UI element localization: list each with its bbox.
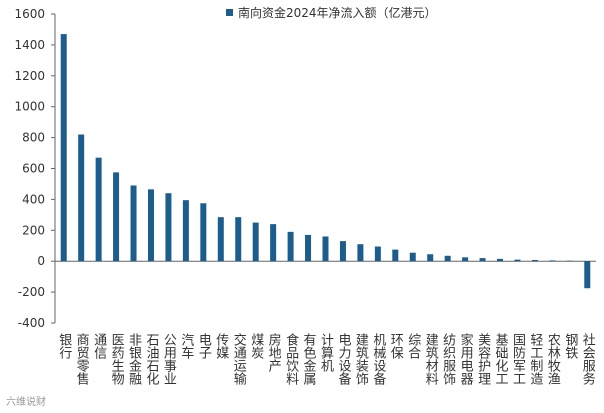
bar: [165, 193, 172, 262]
x-tick-label: 国防军工: [510, 333, 526, 385]
watermark: 六维说财: [6, 395, 46, 408]
y-tick-label: -200: [18, 285, 45, 299]
x-tick-label: 食品饮料: [283, 332, 299, 385]
x-tick-label: 社会服务: [580, 332, 596, 385]
x-tick-label: 银行: [56, 333, 72, 360]
bar: [427, 254, 434, 262]
x-tick-label: 农林牧渔: [545, 333, 561, 385]
x-tick-label: 电力设备: [335, 333, 351, 386]
x-tick-label: 医药生物: [109, 333, 125, 386]
bar: [357, 244, 364, 262]
y-tick-label: 1200: [14, 69, 45, 83]
y-tick-label: -400: [18, 316, 45, 330]
x-tick-label: 电子: [196, 333, 212, 359]
x-tick-label: 建筑材料: [423, 333, 439, 385]
x-tick-label: 建筑装饰: [353, 333, 369, 385]
x-tick-label: 汽车: [178, 333, 194, 359]
y-tick-label: 200: [22, 223, 45, 237]
x-tick-label: 通信: [91, 333, 107, 359]
bar: [147, 189, 154, 262]
bar: [60, 34, 67, 262]
bar: [95, 157, 102, 262]
bar: [217, 217, 224, 262]
y-tick-label: 0: [37, 254, 45, 268]
bar: [374, 246, 381, 262]
x-tick-label: 家用电器: [458, 332, 474, 386]
x-tick-label: 机械设备: [370, 333, 386, 386]
bar: [113, 172, 120, 262]
bar: [130, 185, 137, 262]
y-tick-label: 600: [22, 162, 45, 176]
bar: [462, 257, 469, 262]
x-tick-label: 商贸零售: [74, 333, 90, 385]
bar: [409, 252, 416, 262]
x-tick-label: 轻工制造: [527, 333, 543, 386]
x-tick-label: 煤炭: [248, 333, 264, 360]
x-tick-label: 非银金融: [126, 333, 142, 385]
bar: [339, 241, 346, 262]
x-tick-label: 房地产: [266, 332, 282, 373]
bar: [305, 234, 312, 262]
bar: [287, 231, 294, 262]
y-tick-label: 1400: [14, 38, 45, 52]
y-tick-label: 800: [22, 131, 45, 145]
x-tick-label: 钢铁: [562, 333, 578, 359]
bar: [392, 249, 399, 262]
x-tick-label: 基础化工: [493, 333, 509, 385]
bar: [444, 255, 451, 262]
y-tick-label: 1000: [14, 100, 45, 114]
bar: [497, 258, 504, 262]
bar: [270, 224, 277, 262]
bar: [549, 260, 556, 262]
bar: [531, 259, 538, 262]
bar: [235, 217, 242, 262]
y-tick-label: 400: [22, 192, 45, 206]
y-tick-label: 1600: [14, 7, 45, 21]
bar: [479, 258, 486, 262]
bar: [584, 261, 591, 289]
x-tick-label: 环保: [388, 333, 404, 359]
x-tick-label: 综合: [405, 333, 421, 359]
bar: [252, 222, 259, 262]
x-tick-label: 石油石化: [143, 333, 159, 386]
x-tick-label: 有色金属: [301, 333, 317, 386]
x-tick-label: 传媒: [213, 333, 229, 359]
bar: [322, 236, 329, 262]
legend-swatch: [226, 9, 233, 16]
bar: [514, 259, 521, 262]
bar: [200, 203, 207, 262]
bar: [182, 200, 189, 262]
x-tick-label: 纺织服饰: [440, 333, 456, 385]
x-tick-label: 美容护理: [475, 333, 491, 385]
x-tick-label: 交通运输: [231, 332, 247, 385]
x-tick-label: 计算机: [318, 333, 334, 373]
bar: [78, 134, 85, 262]
legend-label: 南向资金2024年净流入额（亿港元）: [238, 5, 437, 20]
x-tick-label: 公用事业: [161, 333, 177, 385]
